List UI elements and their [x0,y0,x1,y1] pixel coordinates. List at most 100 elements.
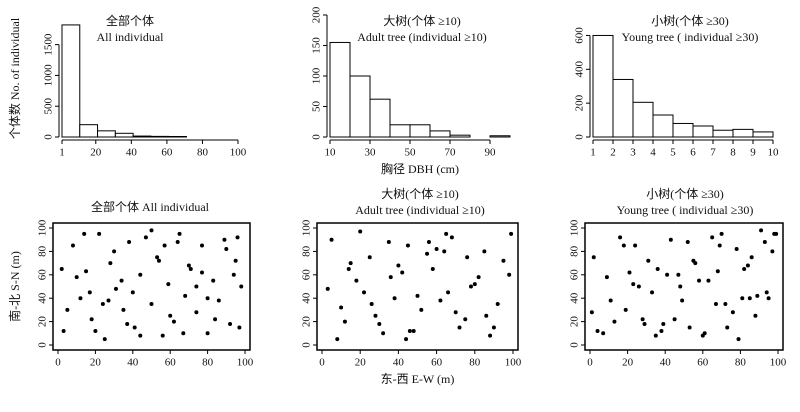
point [162,243,167,248]
point [335,337,340,342]
point [194,310,199,315]
point [419,307,424,312]
bar [652,114,674,138]
bar [329,41,351,138]
x-tick-label: 1 [59,147,65,159]
panel-subtitle: Adult tree (individual ≥10) [357,30,487,44]
point [717,243,722,248]
point [687,325,692,330]
y-tick-label: 80 [569,245,581,257]
y-tick-label: 100 [311,67,323,84]
point [595,328,600,333]
point [665,272,670,277]
point [78,296,83,301]
point [93,328,98,333]
point [770,249,775,254]
point [155,255,160,260]
point [156,258,161,263]
point [476,275,481,280]
x-tick-label: 100 [230,147,247,159]
point [113,286,118,291]
point [233,258,238,263]
x-tick-label: 5 [670,147,676,159]
point [362,290,367,295]
point [100,302,105,307]
bar [752,131,774,138]
point [723,302,728,307]
y-tick-label: 400 [574,61,586,78]
point [130,290,135,295]
bar [61,24,81,138]
point [205,296,210,301]
point [149,302,154,307]
x-tick-label: 10 [768,147,780,159]
point [177,231,182,236]
y-tick-label: 600 [574,27,586,44]
x-tick-label: 1 [590,147,596,159]
point [108,261,113,266]
x-tick-label: 40 [660,357,672,369]
bar [449,134,471,138]
plot-frame [52,222,251,351]
y-tick-label: 0 [311,134,323,140]
point [74,275,79,280]
point [171,319,176,324]
point [608,298,613,303]
point [143,235,148,240]
point [84,269,89,274]
point [713,302,718,307]
point [697,278,702,283]
point [742,266,747,271]
panel-title: 小树(个体 ≥30) [651,13,729,28]
panel-subtitle: All individual [97,30,165,44]
y-tick-label: 20 [37,316,49,328]
point [239,284,244,289]
point [706,278,711,283]
y-tick-label: 60 [569,269,581,281]
bar [114,132,134,138]
point [482,249,487,254]
y-axis-label: 南-北 S-N (m) [7,251,22,322]
panel-subtitle: Young tree ( individual ≥30) [622,30,759,44]
bar [489,135,511,138]
x-tick-label: 60 [431,357,443,369]
x-tick-label: 80 [469,357,481,369]
point [396,263,401,268]
point [342,319,347,324]
x-tick-label: 10 [325,147,337,159]
point [463,317,468,322]
point [446,290,451,295]
point [491,325,496,330]
y-tick-label: 80 [301,245,313,257]
point [484,313,489,318]
point [438,298,443,303]
x-tick-label: 4 [650,147,656,159]
point [125,321,130,326]
point [672,317,677,322]
point [119,278,124,283]
y-tick-label: 0 [43,134,55,140]
point [719,231,724,236]
x-tick-label: 20 [622,357,634,369]
panel-title: 小树(个体 ≥30) [646,186,724,201]
x-tick-label: 100 [505,357,522,369]
point [618,235,623,240]
y-tick-label: 50 [311,101,323,113]
point [725,325,730,330]
point [354,278,359,283]
point [112,249,117,254]
x-tick-label: 80 [197,147,209,159]
y-tick-label: 150 [311,37,323,54]
y-tick-label: 0 [301,342,313,348]
y-tick-label: 100 [301,219,313,236]
point [228,321,233,326]
x-tick-label: 6 [690,147,696,159]
point [661,321,666,326]
y-tick-label: 200 [574,94,586,111]
x-tick-label: 30 [365,147,377,159]
point [501,258,506,263]
point [766,296,771,301]
point [199,243,204,248]
point [589,310,594,315]
